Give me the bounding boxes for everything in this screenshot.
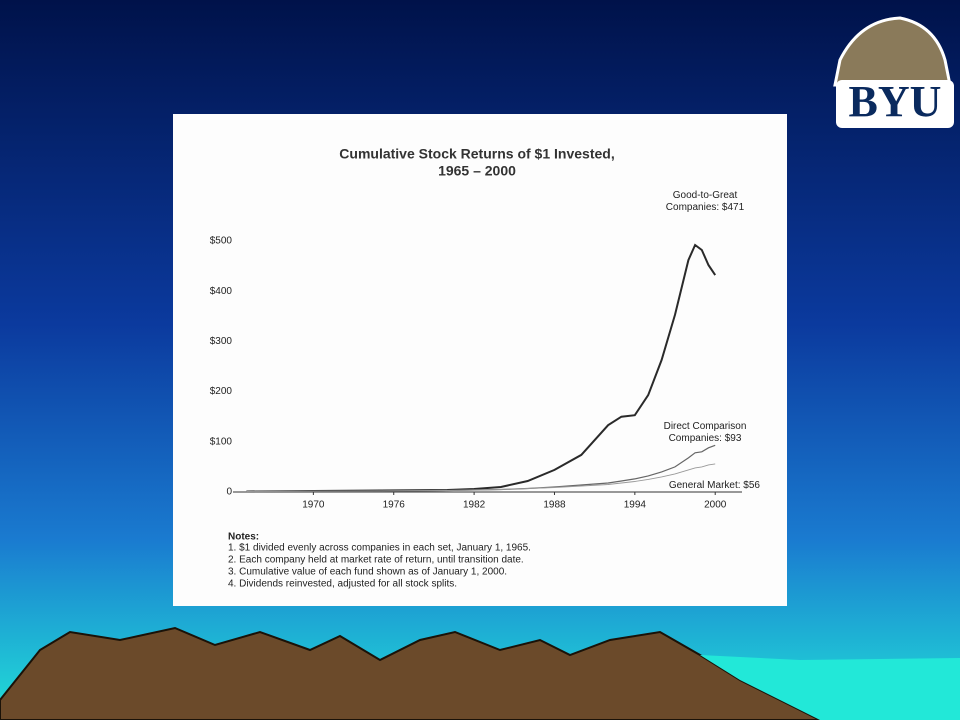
series-line: [246, 463, 716, 492]
chart-title: Cumulative Stock Returns of $1 Invested,: [339, 146, 614, 162]
note-item: 1. $1 divided evenly across companies in…: [228, 543, 531, 554]
y-tick-label: 0: [226, 487, 232, 498]
x-tick-label: 1994: [624, 500, 647, 511]
y-tick-label: $500: [210, 236, 233, 247]
y-tick-label: $300: [210, 336, 233, 347]
x-tick-label: 1988: [543, 500, 566, 511]
note-item: 3. Cumulative value of each fund shown a…: [228, 567, 507, 578]
series-label-text: General Market: $56: [668, 480, 760, 491]
series-label: General Market: $56: [668, 480, 760, 491]
x-tick-label: 1976: [383, 500, 406, 511]
chart-paper: [173, 114, 787, 606]
notes: 1. $1 divided evenly across companies in…: [228, 543, 531, 590]
y-tick-label: $400: [210, 286, 233, 297]
y-tick-label: $200: [210, 386, 233, 397]
x-tick-label: 1982: [463, 500, 486, 511]
plot: 0 $100 $200 $300 $400 $500 1970 1976 1982 1988 199…: [210, 190, 760, 511]
note-item: 2. Each company held at market rate of r…: [228, 555, 524, 566]
series-label: Direct Comparison Companies: $93: [663, 421, 747, 444]
logo-text: BYU: [849, 77, 942, 126]
series-label-text: Direct Comparison Companies: $93: [663, 421, 747, 444]
series-label-text: Good-to-Great Companies: $471: [665, 190, 745, 213]
y-tick-label: $100: [210, 436, 233, 447]
chart-subtitle: 1965 – 2000: [438, 163, 516, 179]
note-item: 4. Dividends reinvested, adjusted for al…: [228, 579, 457, 590]
notes-heading: Notes:: [228, 532, 259, 543]
x-tick-label: 2000: [704, 500, 727, 511]
x-tick-label: 1970: [302, 500, 325, 511]
series-label: Good-to-Great Companies: $471: [665, 190, 745, 213]
logo: BYU: [833, 16, 954, 128]
water: [700, 655, 960, 720]
